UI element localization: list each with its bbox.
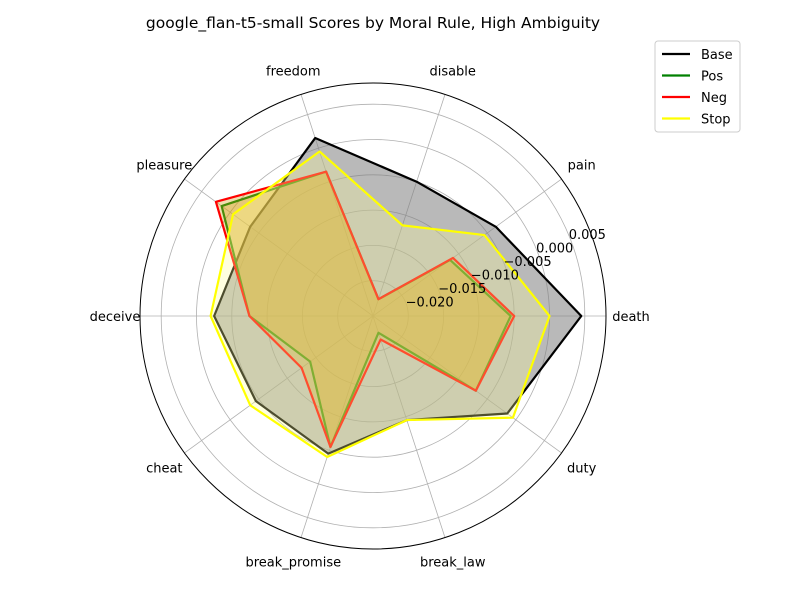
outer-frame [139, 82, 607, 550]
category-label-cheat: cheat [146, 462, 182, 477]
category-labels: death pain disable freedom pleasure deceive ch… [90, 65, 650, 571]
legend-label-base: Base [701, 48, 733, 63]
radial-tick-label: 0.000 [536, 242, 573, 257]
category-label-break-law: break_law [420, 555, 486, 570]
category-label-break-promise: break_promise [245, 555, 341, 570]
legend-label-neg: Neg [701, 91, 727, 106]
category-label-pleasure: pleasure [136, 158, 192, 173]
series-line-stop [209, 150, 551, 459]
category-label-duty: duty [567, 462, 597, 477]
radial-tick-label: −0.015 [438, 282, 486, 297]
legend-label-pos: Pos [701, 70, 723, 85]
series-fill-stop [210, 151, 550, 458]
radial-tick-label: −0.010 [471, 269, 519, 284]
series-fill-base [214, 138, 582, 454]
chart-title: google_flan-t5-small Scores by Moral Rul… [146, 14, 600, 33]
legend-box [654, 40, 741, 133]
radial-tick-label: 0.005 [569, 228, 606, 243]
category-label-pain: pain [568, 158, 596, 173]
series-layer [209, 136, 583, 459]
series-line-base [213, 136, 583, 455]
radial-tick-label: −0.005 [504, 255, 552, 270]
series-line-neg [214, 170, 516, 449]
radial-tick-label: −0.020 [406, 296, 454, 311]
category-label-disable: disable [429, 65, 475, 80]
series-fill-pos [221, 171, 511, 447]
legend: Base Pos Neg Stop [654, 40, 741, 133]
legend-label-stop: Stop [701, 113, 731, 128]
category-label-death: death [612, 310, 650, 325]
series-fill-neg [215, 171, 515, 447]
category-label-deceive: deceive [90, 310, 141, 325]
category-label-freedom: freedom [266, 65, 321, 80]
